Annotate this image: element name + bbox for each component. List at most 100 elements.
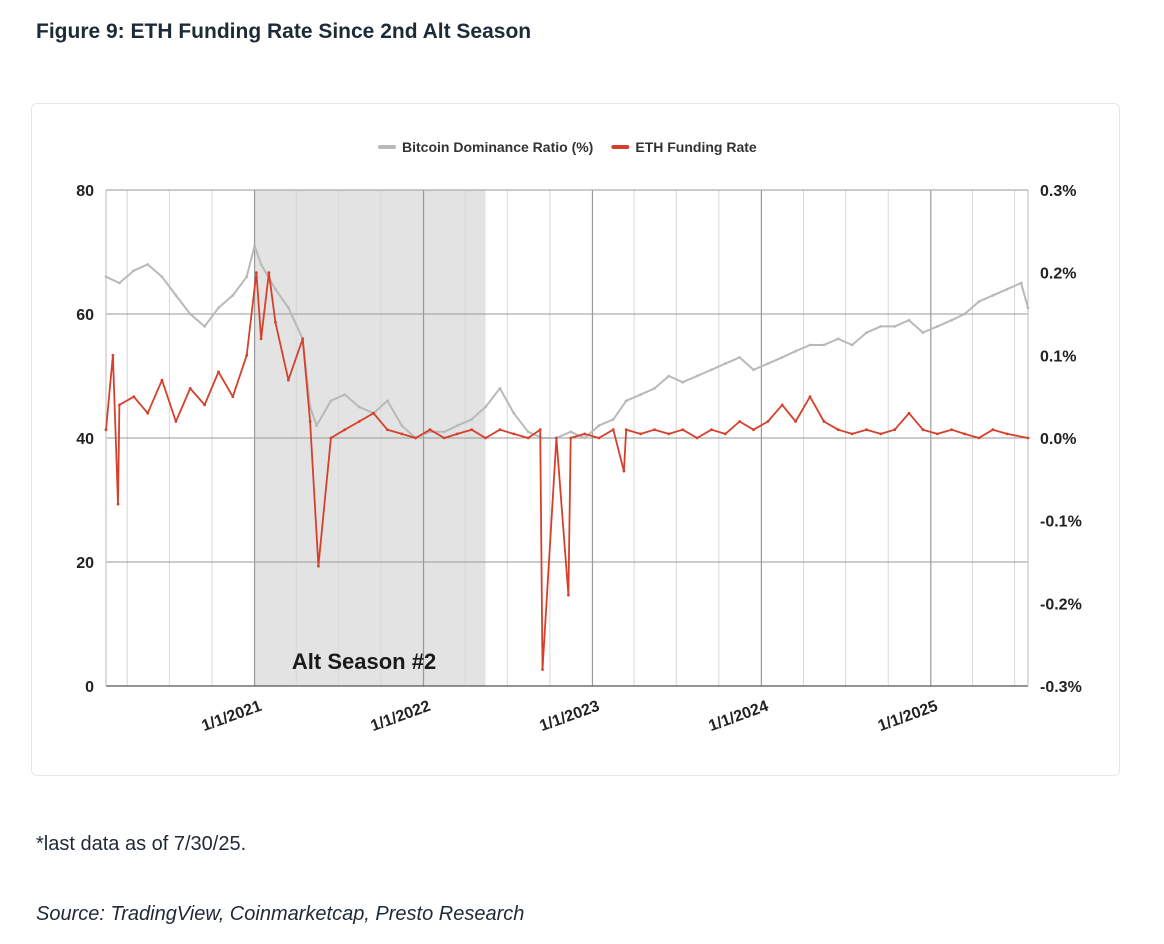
eth-funding-point (780, 403, 784, 407)
eth-funding-point (255, 271, 258, 275)
x-tick-label: 1/1/2022 (369, 698, 433, 735)
eth-funding-point (893, 428, 897, 432)
y-right-tick-label: 0.2% (1040, 266, 1076, 283)
btc-dominance-point (1019, 281, 1023, 285)
btc-dominance-point (921, 331, 925, 334)
btc-dominance-point (1026, 306, 1030, 310)
eth-funding-point (766, 420, 770, 423)
btc-dominance-point (188, 312, 192, 316)
btc-dominance-point (160, 275, 164, 279)
eth-funding-point (822, 420, 826, 423)
footnote: *last data as of 7/30/25. (36, 833, 247, 855)
btc-dominance-point (653, 387, 656, 390)
btc-dominance-point (1005, 287, 1009, 291)
eth-funding-point (597, 436, 601, 440)
btc-dominance-point (259, 263, 263, 266)
btc-dominance-point (738, 356, 741, 359)
y-right-tick-label: -0.3% (1040, 679, 1082, 696)
eth-funding-point (921, 428, 925, 432)
btc-dominance-point (907, 318, 911, 322)
legend-label-eth: ETH Funding Rate (635, 139, 757, 155)
btc-dominance-point (723, 362, 727, 365)
btc-dominance-point (681, 380, 685, 384)
eth-funding-point (301, 337, 305, 341)
source-note: Source: TradingView, Coinmarketcap, Pres… (36, 903, 525, 925)
eth-funding-point (160, 378, 164, 382)
eth-funding-point (414, 436, 417, 440)
eth-funding-point (174, 420, 178, 423)
btc-dominance-point (329, 399, 333, 403)
eth-funding-point (329, 436, 333, 440)
eth-funding-point (116, 502, 120, 506)
eth-funding-point (132, 395, 136, 399)
eth-funding-point (879, 432, 883, 436)
eth-funding-point (723, 432, 727, 436)
y-left-tick-label: 0 (85, 679, 94, 696)
eth-funding-point (217, 370, 220, 374)
y-right-tick-label: 0.3% (1040, 183, 1076, 200)
btc-dominance-point (639, 393, 642, 396)
eth-funding-point (541, 668, 544, 671)
btc-dominance-point (611, 418, 615, 421)
btc-dominance-point (400, 424, 404, 427)
eth-funding-point (752, 428, 755, 432)
line-chart: 80 60 40 20 0 0.3% 0.2% 0.1% 0.0% -0.1% -0.2% -0.3%… (76, 139, 1082, 735)
y-left-tick-label: 80 (76, 183, 94, 200)
btc-dominance-point (879, 325, 883, 328)
y-left-tick-label: 20 (76, 555, 94, 572)
eth-funding-point (977, 436, 981, 440)
eth-funding-point (343, 428, 347, 432)
btc-dominance-point (217, 306, 220, 310)
eth-funding-point (287, 378, 290, 382)
x-tick-label: 1/1/2025 (876, 698, 940, 735)
y-left-tick-label: 40 (76, 431, 94, 448)
btc-dominance-point (357, 405, 361, 409)
eth-funding-point (484, 436, 487, 440)
btc-dominance-point (526, 430, 530, 434)
btc-dominance-point (977, 300, 981, 303)
btc-dominance-point (484, 405, 487, 409)
eth-funding-point (555, 436, 558, 440)
alt-season-label: Alt Season #2 (292, 649, 436, 674)
btc-dominance-point (808, 343, 812, 347)
btc-dominance-point (104, 275, 108, 279)
chart-card: 80 60 40 20 0 0.3% 0.2% 0.1% 0.0% -0.1% -0.2% -0.3%… (31, 103, 1120, 776)
btc-dominance-point (442, 430, 446, 434)
eth-funding-point (274, 320, 277, 324)
btc-dominance-point (991, 294, 995, 297)
eth-funding-point (386, 428, 389, 432)
eth-funding-point (681, 428, 685, 432)
eth-funding-point (245, 353, 249, 357)
eth-funding-point (710, 428, 713, 432)
eth-funding-point (357, 420, 361, 423)
btc-dominance-point (203, 325, 207, 328)
eth-funding-point (622, 469, 626, 473)
legend-label-btc: Bitcoin Dominance Ratio (%) (402, 139, 593, 155)
btc-dominance-point (935, 325, 939, 328)
eth-funding-point (695, 436, 699, 440)
btc-dominance-point (386, 399, 389, 403)
btc-dominance-point (315, 424, 318, 427)
btc-dominance-point (780, 356, 784, 359)
eth-funding-point (308, 420, 312, 423)
btc-dominance-line (105, 244, 1029, 439)
btc-dominance-point (132, 269, 136, 272)
eth-funding-point (567, 593, 570, 597)
eth-funding-point (836, 428, 840, 432)
eth-funding-point (526, 436, 530, 440)
y-right-tick-label: -0.1% (1040, 514, 1082, 531)
eth-funding-point (583, 432, 586, 436)
btc-dominance-point (231, 294, 235, 297)
eth-funding-point (498, 428, 502, 432)
btc-dominance-point (667, 374, 671, 378)
eth-funding-point (611, 428, 615, 432)
btc-dominance-point (865, 331, 868, 334)
eth-funding-point (372, 411, 375, 415)
btc-dominance-point (893, 325, 897, 328)
eth-funding-point (639, 432, 642, 436)
btc-dominance-point (850, 343, 854, 347)
btc-dominance-point (253, 244, 256, 248)
btc-dominance-point (583, 436, 586, 440)
y-right-tick-label: 0.1% (1040, 348, 1076, 365)
eth-funding-point (907, 411, 911, 415)
